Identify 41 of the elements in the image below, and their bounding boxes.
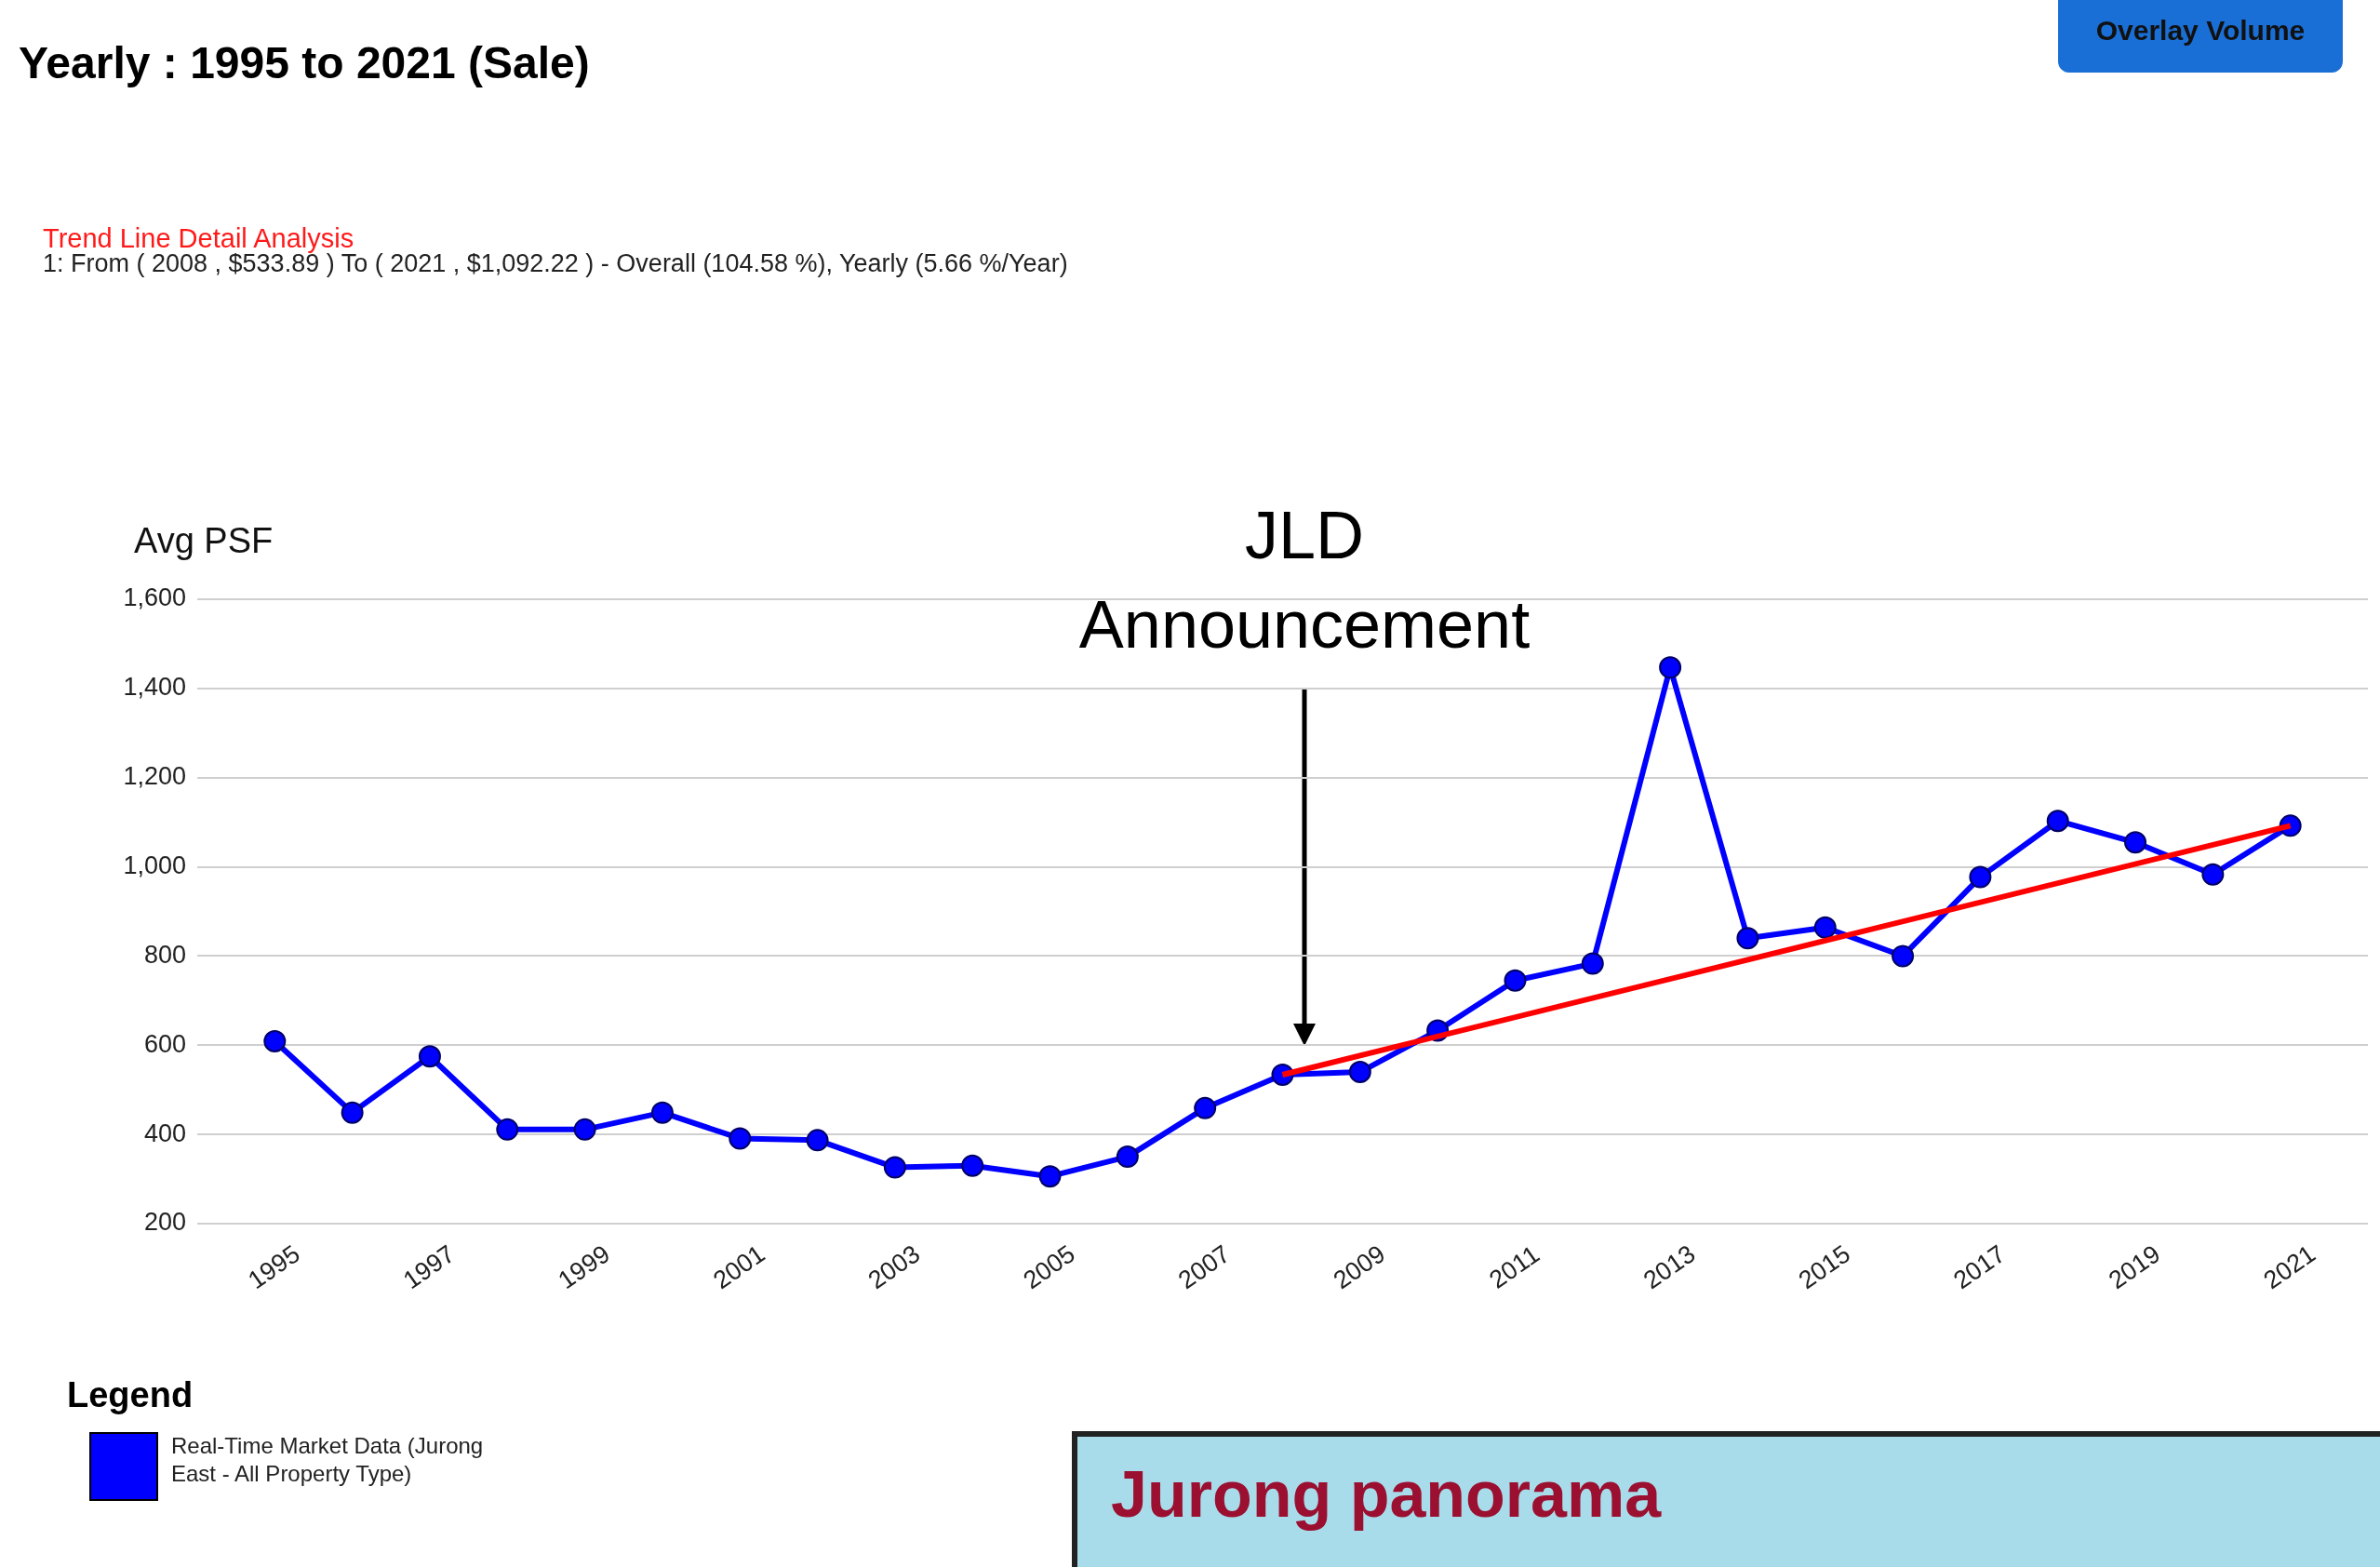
text: Real-Time Market Data (Jurong East - All Property Type) bbox=[171, 1432, 485, 1488]
point bbox=[263, 1029, 287, 1052]
point bbox=[1038, 1165, 1062, 1188]
point bbox=[729, 1127, 752, 1150]
point bbox=[1348, 1061, 1371, 1084]
point bbox=[1813, 916, 1837, 939]
point bbox=[496, 1118, 519, 1141]
point bbox=[1116, 1145, 1139, 1169]
y-tick-label: 1,400 bbox=[123, 673, 186, 702]
point bbox=[2046, 810, 2069, 833]
point bbox=[418, 1045, 441, 1068]
legend-title: Legend bbox=[67, 1375, 194, 1415]
point bbox=[573, 1118, 596, 1141]
y-tick-label: 1,200 bbox=[123, 762, 186, 791]
point bbox=[2201, 863, 2225, 886]
point bbox=[806, 1129, 829, 1152]
point bbox=[1194, 1096, 1217, 1119]
chart-title: Yearly : 1995 to 2021 (Sale) bbox=[19, 37, 590, 88]
point bbox=[341, 1101, 364, 1124]
y-tick-label: 600 bbox=[143, 1029, 186, 1058]
y-tick-label: 1,600 bbox=[123, 583, 186, 612]
x-tick-label: 2011 bbox=[1484, 1239, 1544, 1294]
text: Jurong panorama bbox=[1111, 1457, 1662, 1532]
point bbox=[1736, 927, 1759, 950]
point bbox=[1659, 656, 1682, 679]
y-tick-label: 400 bbox=[143, 1118, 186, 1147]
y-tick-label: 1,000 bbox=[123, 851, 186, 880]
text: Trend Line Detail Analysis bbox=[43, 223, 354, 253]
point bbox=[2124, 831, 2147, 854]
point bbox=[650, 1101, 674, 1124]
point bbox=[1892, 944, 1915, 968]
annotation: JLD Announcement bbox=[1077, 497, 1531, 663]
point bbox=[883, 1156, 906, 1179]
point bbox=[1969, 865, 1992, 889]
text: Overlay Volume bbox=[2058, 0, 2343, 73]
y-tick-label: 800 bbox=[143, 940, 186, 969]
point bbox=[1504, 969, 1527, 992]
point bbox=[1581, 952, 1604, 975]
point bbox=[961, 1154, 984, 1177]
y-tick-label: 200 bbox=[143, 1208, 186, 1237]
y-axis-title: Avg PSF bbox=[134, 521, 274, 561]
